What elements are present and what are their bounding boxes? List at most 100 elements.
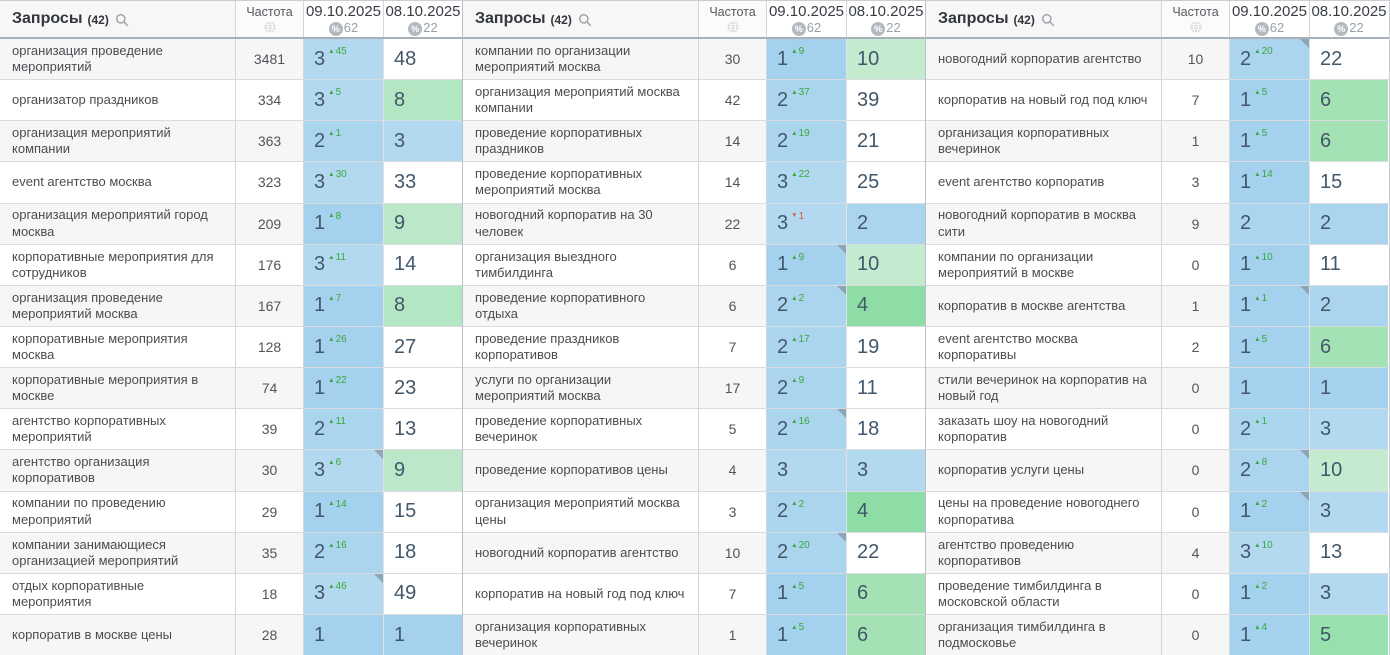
position-cell-date2[interactable]: 6 <box>1310 121 1388 162</box>
position-cell-date1[interactable]: 1 ▲ 2 <box>1230 573 1310 614</box>
position-cell-date1[interactable]: 2 ▲ 19 <box>767 121 847 162</box>
query-cell[interactable]: организация корпоративных вечеринок <box>926 121 1162 162</box>
query-cell[interactable]: event агентство москва корпоративы <box>926 326 1162 368</box>
position-cell-date2[interactable]: 13 <box>384 409 462 450</box>
position-cell-date2[interactable]: 33 <box>384 162 462 203</box>
position-cell-date2[interactable]: 9 <box>384 450 462 491</box>
position-cell-date2[interactable]: 3 <box>1310 491 1388 532</box>
query-cell[interactable]: агентство проведению корпоративов <box>926 532 1162 573</box>
position-cell-date2[interactable]: 2 <box>1310 285 1388 326</box>
position-cell-date1[interactable]: 2 ▲ 20 <box>767 532 847 573</box>
position-cell-date2[interactable]: 48 <box>384 39 462 80</box>
position-cell-date2[interactable]: 22 <box>1310 39 1388 80</box>
position-cell-date2[interactable]: 10 <box>1310 450 1388 491</box>
date-column-header-2[interactable]: 08.10.2025 % 22 <box>1310 1 1388 37</box>
position-cell-date2[interactable]: 6 <box>847 614 925 655</box>
query-cell[interactable]: проведение праздников корпоративов <box>463 326 699 368</box>
query-cell[interactable]: организация мероприятий москва компании <box>463 80 699 121</box>
position-cell-date1[interactable]: 3 ▲ 22 <box>767 162 847 203</box>
position-cell-date2[interactable]: 8 <box>384 285 462 326</box>
position-cell-date1[interactable]: 1 ▲ 2 <box>1230 491 1310 532</box>
position-cell-date1[interactable]: 2 ▲ 1 <box>304 121 384 162</box>
query-cell[interactable]: event агентство москва <box>0 162 236 203</box>
position-cell-date1[interactable]: 1 ▲ 5 <box>1230 80 1310 121</box>
position-cell-date1[interactable]: 1 ▲ 10 <box>1230 244 1310 285</box>
query-cell[interactable]: организация корпоративных вечеринок <box>463 614 699 655</box>
query-cell[interactable]: корпоратив в москве цены <box>0 614 236 655</box>
position-cell-date2[interactable]: 10 <box>847 39 925 80</box>
query-cell[interactable]: организация тимбилдинга в подмосковье <box>926 614 1162 655</box>
position-cell-date2[interactable]: 4 <box>847 285 925 326</box>
position-cell-date1[interactable]: 1 ▲ 5 <box>1230 121 1310 162</box>
position-cell-date1[interactable]: 3 ▲ 10 <box>1230 532 1310 573</box>
position-cell-date1[interactable]: 1 ▲ 9 <box>767 39 847 80</box>
date-column-header-1[interactable]: 09.10.2025 % 62 <box>1230 1 1310 37</box>
query-cell[interactable]: проведение корпоративных вечеринок <box>463 409 699 450</box>
position-cell-date1[interactable]: 1 ▲ 9 <box>767 244 847 285</box>
query-cell[interactable]: агентство организация корпоративов <box>0 450 236 491</box>
date-column-header-2[interactable]: 08.10.2025 % 22 <box>847 1 925 37</box>
position-cell-date1[interactable]: 2 ▲ 2 <box>767 491 847 532</box>
date-column-header-1[interactable]: 09.10.2025 % 62 <box>767 1 847 37</box>
query-cell[interactable]: новогодний корпоратив агентство <box>463 532 699 573</box>
position-cell-date2[interactable]: 1 <box>384 614 462 655</box>
queries-column-header[interactable]: Запросы (42) <box>463 1 699 37</box>
position-cell-date1[interactable]: 3 ▲ 46 <box>304 573 384 614</box>
position-cell-date2[interactable]: 3 <box>847 450 925 491</box>
position-cell-date2[interactable]: 15 <box>1310 162 1388 203</box>
position-cell-date1[interactable]: 1 ▲ 22 <box>304 368 384 409</box>
position-cell-date1[interactable]: 2 ▲ 1 <box>1230 409 1310 450</box>
position-cell-date1[interactable]: 1 ▲ 5 <box>1230 326 1310 368</box>
query-cell[interactable]: корпоратив в москве агентства <box>926 285 1162 326</box>
query-cell[interactable]: организация выездного тимбилдинга <box>463 244 699 285</box>
position-cell-date1[interactable]: 1 ▲ 5 <box>767 614 847 655</box>
query-cell[interactable]: проведение корпоративных праздников <box>463 121 699 162</box>
position-cell-date2[interactable]: 6 <box>1310 326 1388 368</box>
query-cell[interactable]: заказать шоу на новогодний корпоратив <box>926 409 1162 450</box>
position-cell-date2[interactable]: 2 <box>1310 203 1388 244</box>
query-cell[interactable]: проведение корпоративного отдыха <box>463 285 699 326</box>
frequency-column-header[interactable]: Частота <box>1162 1 1230 37</box>
query-cell[interactable]: новогодний корпоратив на 30 человек <box>463 203 699 244</box>
position-cell-date2[interactable]: 1 <box>1310 368 1388 409</box>
query-cell[interactable]: компании по проведению мероприятий <box>0 491 236 532</box>
query-cell[interactable]: корпоратив на новый год под ключ <box>926 80 1162 121</box>
position-cell-date2[interactable]: 10 <box>847 244 925 285</box>
position-cell-date2[interactable]: 21 <box>847 121 925 162</box>
query-cell[interactable]: проведение корпоративных мероприятий мос… <box>463 162 699 203</box>
position-cell-date1[interactable]: 1 ▲ 14 <box>304 491 384 532</box>
query-cell[interactable]: компании по организации мероприятий в мо… <box>926 244 1162 285</box>
position-cell-date1[interactable]: 1 ▲ 8 <box>304 203 384 244</box>
position-cell-date1[interactable]: 1 <box>1230 368 1310 409</box>
position-cell-date1[interactable]: 2 ▲ 9 <box>767 368 847 409</box>
position-cell-date1[interactable]: 2 ▲ 16 <box>304 532 384 573</box>
query-cell[interactable]: услуги по организации мероприятий москва <box>463 368 699 409</box>
position-cell-date2[interactable]: 3 <box>384 121 462 162</box>
query-cell[interactable]: корпоративные мероприятия москва <box>0 326 236 368</box>
query-cell[interactable]: стили вечеринок на корпоратив на новый г… <box>926 368 1162 409</box>
position-cell-date1[interactable]: 1 ▲ 7 <box>304 285 384 326</box>
position-cell-date1[interactable]: 1 ▲ 4 <box>1230 614 1310 655</box>
position-cell-date1[interactable]: 1 ▲ 1 <box>1230 285 1310 326</box>
position-cell-date1[interactable]: 1 <box>304 614 384 655</box>
position-cell-date2[interactable]: 8 <box>384 80 462 121</box>
position-cell-date2[interactable]: 25 <box>847 162 925 203</box>
position-cell-date2[interactable]: 11 <box>1310 244 1388 285</box>
position-cell-date2[interactable]: 22 <box>847 532 925 573</box>
query-cell[interactable]: новогодний корпоратив агентство <box>926 39 1162 80</box>
position-cell-date2[interactable]: 2 <box>847 203 925 244</box>
position-cell-date1[interactable]: 2 ▲ 20 <box>1230 39 1310 80</box>
position-cell-date1[interactable]: 2 ▲ 8 <box>1230 450 1310 491</box>
position-cell-date1[interactable]: 3 ▲ 30 <box>304 162 384 203</box>
queries-column-header[interactable]: Запросы (42) <box>926 1 1162 37</box>
query-cell[interactable]: корпоративные мероприятия в москве <box>0 368 236 409</box>
query-cell[interactable]: организация мероприятий город москва <box>0 203 236 244</box>
position-cell-date1[interactable]: 3 ▲ 6 <box>304 450 384 491</box>
frequency-column-header[interactable]: Частота <box>699 1 767 37</box>
position-cell-date1[interactable]: 3 ▲ 45 <box>304 39 384 80</box>
position-cell-date2[interactable]: 27 <box>384 326 462 368</box>
query-cell[interactable]: корпоратив услуги цены <box>926 450 1162 491</box>
position-cell-date2[interactable]: 6 <box>847 573 925 614</box>
query-cell[interactable]: компании занимающиеся организацией мероп… <box>0 532 236 573</box>
query-cell[interactable]: корпоративные мероприятия для сотруднико… <box>0 244 236 285</box>
